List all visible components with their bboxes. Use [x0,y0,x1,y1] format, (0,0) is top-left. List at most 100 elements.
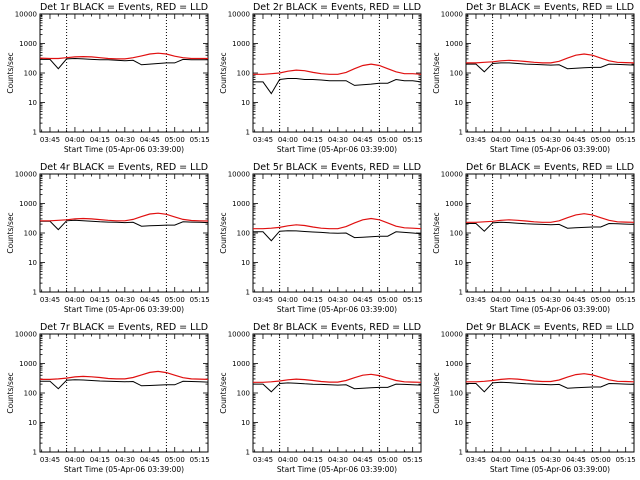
chart-4-ytick-label: 10 [28,259,37,267]
chart-1-ylabel: Counts/sec [6,52,15,93]
chart-7-ytick-label: 10000 [15,331,37,339]
chart-3-xtick-label: 05:00 [591,136,611,144]
chart-2-ytick-label: 1000 [232,40,250,48]
chart-7-xtick-label: 03:45 [40,456,60,464]
chart-5-xtick-label: 04:00 [278,296,298,304]
chart-6-ytick-label: 100 [450,230,463,238]
chart-5-ylabel: Counts/sec [219,212,228,253]
chart-4-xtick-label: 03:45 [40,296,60,304]
chart-3-ylabel: Counts/sec [432,52,441,93]
chart-1-xtick-label: 04:00 [65,136,85,144]
chart-5-xlabel: Start Time (05-Apr-06 03:39:00) [277,305,397,314]
chart-3-xtick-label: 04:15 [516,136,536,144]
chart-8: Det 8r BLACK = Events, RED = LLD 1 10 100 10… [219,322,423,474]
chart-9-xtick-label: 05:15 [616,456,636,464]
chart-5-ytick-label: 10 [241,259,250,267]
chart-9-xtick-label: 04:30 [541,456,561,464]
chart-4-xtick-label: 05:15 [190,296,210,304]
chart-2-xtick-label: 04:45 [353,136,373,144]
chart-5-xtick-label: 03:45 [253,296,273,304]
chart-8-ylabel: Counts/sec [219,372,228,413]
chart-7-title: Det 7r BLACK = Events, RED = LLD [40,322,208,333]
chart-9-ytick-label: 1 [459,449,463,457]
chart-7-plot-frame [39,333,209,453]
chart-6-ytick-label: 1 [459,289,463,297]
chart-2: Det 2r BLACK = Events, RED = LLD 1 10 100 10… [219,2,423,154]
chart-2-xtick-label: 04:30 [328,136,348,144]
chart-5-ytick-label: 10000 [228,171,250,179]
chart-7-ytick-label: 1000 [19,360,37,368]
chart-9-plot-frame [465,333,635,453]
chart-1-plot-frame [39,13,209,133]
chart-2-xtick-label: 05:15 [403,136,423,144]
chart-9-xtick-label: 03:45 [466,456,486,464]
chart-4-ytick-label: 1 [33,289,37,297]
chart-6-ytick-label: 1000 [445,200,463,208]
chart-4-xtick-label: 04:00 [65,296,85,304]
chart-4-ytick-label: 1000 [19,200,37,208]
chart-1-ytick-label: 100 [24,70,37,78]
chart-2-ylabel: Counts/sec [219,52,228,93]
chart-3-ytick-label: 10000 [441,11,463,19]
chart-6-xlabel: Start Time (05-Apr-06 03:39:00) [490,305,610,314]
chart-9-ylabel: Counts/sec [432,372,441,413]
chart-9: Det 9r BLACK = Events, RED = LLD 1 10 100 10… [432,322,636,474]
chart-2-xtick-label: 04:15 [303,136,323,144]
chart-5-xtick-label: 04:30 [328,296,348,304]
chart-3-xlabel: Start Time (05-Apr-06 03:39:00) [490,145,610,154]
chart-7: Det 7r BLACK = Events, RED = LLD 1 10 100 10… [6,322,210,474]
chart-1-xtick-label: 03:45 [40,136,60,144]
chart-4-xlabel: Start Time (05-Apr-06 03:39:00) [64,305,184,314]
chart-7-ytick-label: 10 [28,419,37,427]
chart-4: Det 4r BLACK = Events, RED = LLD 1 10 100 10… [6,162,210,314]
chart-4-ytick-label: 10000 [15,171,37,179]
chart-6-plot-frame [465,173,635,293]
chart-3: Det 3r BLACK = Events, RED = LLD 1 10 100 10… [432,2,636,154]
chart-1: Det 1r BLACK = Events, RED = LLD 1 10 100 10… [6,2,210,154]
chart-7-ytick-label: 1 [33,449,37,457]
chart-3-series-lld-line [466,53,635,64]
chart-9-xtick-label: 04:15 [516,456,536,464]
chart-2-xtick-label: 04:00 [278,136,298,144]
chart-2-xlabel: Start Time (05-Apr-06 03:39:00) [277,145,397,154]
chart-7-xtick-label: 04:15 [90,456,110,464]
chart-1-title: Det 1r BLACK = Events, RED = LLD [40,2,208,13]
chart-8-ytick-label: 10 [241,419,250,427]
chart-9-ytick-label: 1000 [445,360,463,368]
chart-2-xtick-label: 03:45 [253,136,273,144]
chart-5-series-events-line [253,230,422,242]
chart-3-ytick-label: 10 [454,99,463,107]
chart-6-ytick-label: 10000 [441,171,463,179]
chart-3-series-events-line [466,62,635,73]
chart-5: Det 5r BLACK = Events, RED = LLD 1 10 100 10… [219,162,423,314]
chart-2-title: Det 2r BLACK = Events, RED = LLD [253,2,421,13]
chart-1-ytick-label: 1 [33,129,37,137]
chart-5-xtick-label: 04:45 [353,296,373,304]
chart-7-xtick-label: 04:45 [140,456,160,464]
chart-6-xtick-label: 04:15 [516,296,536,304]
chart-1-ytick-label: 10000 [15,11,37,19]
chart-3-title: Det 3r BLACK = Events, RED = LLD [466,2,634,13]
chart-6-xtick-label: 05:15 [616,296,636,304]
chart-7-ylabel: Counts/sec [6,372,15,413]
chart-7-xtick-label: 04:00 [65,456,85,464]
chart-4-xtick-label: 04:30 [115,296,135,304]
chart-4-xtick-label: 04:15 [90,296,110,304]
chart-7-xtick-label: 05:15 [190,456,210,464]
chart-3-xtick-label: 04:30 [541,136,561,144]
chart-6: Det 6r BLACK = Events, RED = LLD 1 10 100 10… [432,162,636,314]
chart-1-xtick-label: 05:00 [165,136,185,144]
chart-9-series-events-line [466,381,635,393]
chart-7-series-events-line [40,379,209,390]
chart-6-ytick-label: 10 [454,259,463,267]
chart-1-xtick-label: 05:15 [190,136,210,144]
chart-6-series-lld-line [466,213,635,223]
chart-9-xtick-label: 05:00 [591,456,611,464]
chart-7-ytick-label: 100 [24,390,37,398]
chart-8-title: Det 8r BLACK = Events, RED = LLD [253,322,421,333]
chart-4-ytick-label: 100 [24,230,37,238]
chart-6-xtick-label: 03:45 [466,296,486,304]
chart-2-series-lld-line [253,63,422,75]
chart-9-title: Det 9r BLACK = Events, RED = LLD [466,322,634,333]
